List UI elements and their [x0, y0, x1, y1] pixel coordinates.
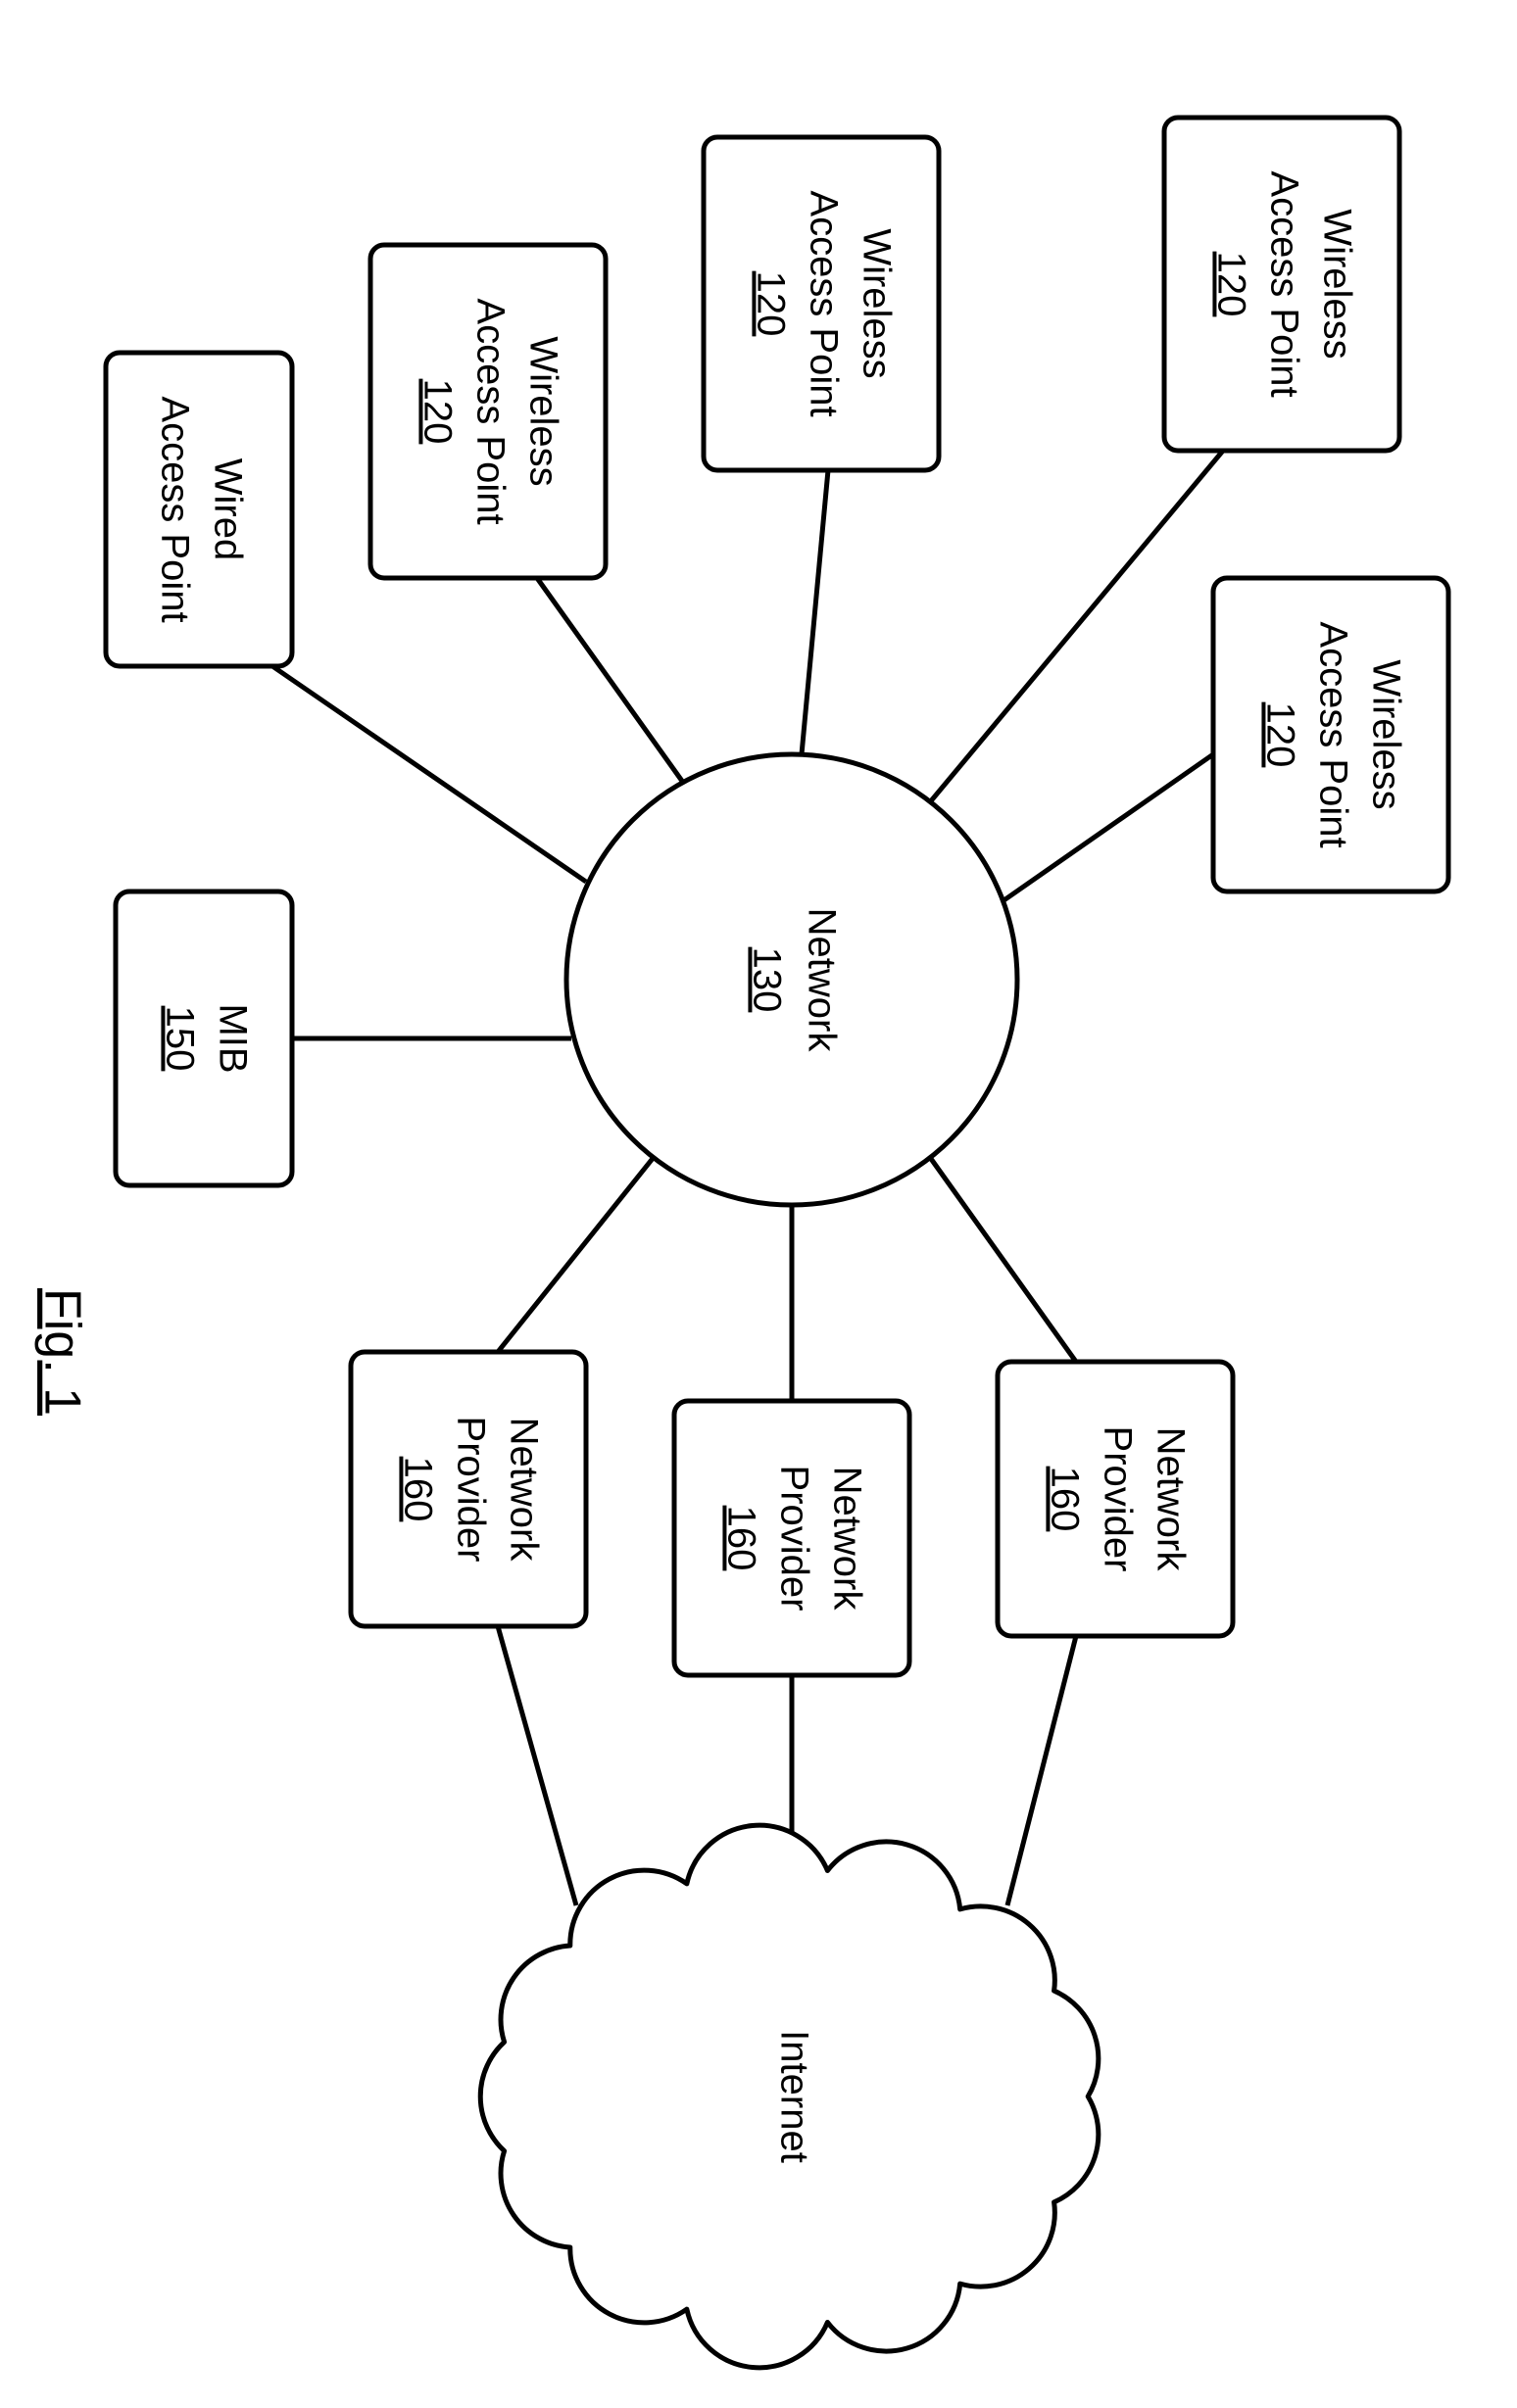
node-network-label: Network: [800, 908, 843, 1053]
node-np1-line1: Provider: [1096, 1426, 1139, 1572]
node-wired-line0: Wired: [206, 458, 249, 560]
node-wap1-line2: 120: [1209, 252, 1252, 317]
node-internet-label: Internet: [772, 2030, 815, 2163]
node-np3-line2: 160: [396, 1457, 439, 1522]
node-np1-line0: Network: [1149, 1427, 1192, 1572]
node-wired-line1: Access Point: [153, 396, 196, 622]
node-wap4-line1: Access Point: [1311, 621, 1354, 847]
node-np3-line0: Network: [502, 1418, 545, 1563]
diagram-stage: WirelessAccess Point120WirelessAccess Po…: [0, 0, 1517, 2408]
node-wired: [106, 353, 292, 666]
edge-network-np1: [929, 1156, 1076, 1362]
edge-wap4-network: [1003, 754, 1213, 901]
edge-wired-network: [272, 666, 586, 882]
figure-caption: Fig. 1: [33, 1288, 90, 1416]
node-network-id: 130: [745, 947, 788, 1013]
node-mib-line0: MIB: [211, 1003, 254, 1073]
edge-wap1-network: [929, 451, 1223, 803]
node-wap1-line1: Access Point: [1262, 170, 1305, 397]
node-wap2-line2: 120: [749, 271, 792, 337]
node-wap2-line0: Wireless: [855, 228, 898, 378]
node-mib-line1: 150: [158, 1006, 201, 1072]
edge-wap2-network: [802, 470, 828, 754]
node-np1-line2: 160: [1043, 1467, 1086, 1532]
edge-network-np3: [498, 1156, 655, 1352]
node-wap3-line1: Access Point: [468, 298, 512, 524]
node-np2-line0: Network: [825, 1467, 868, 1612]
node-wap3-line0: Wireless: [521, 336, 564, 486]
edge-np1-internet: [1007, 1636, 1076, 1905]
node-wap4-line2: 120: [1258, 702, 1301, 768]
edge-np3-internet: [498, 1626, 576, 1905]
node-network: [566, 754, 1017, 1205]
node-np2-line2: 160: [719, 1506, 762, 1571]
node-np3-line1: Provider: [449, 1417, 492, 1563]
node-np2-line1: Provider: [772, 1466, 815, 1612]
node-wap2-line1: Access Point: [802, 190, 845, 416]
node-mib: [116, 891, 292, 1185]
node-wap4-line0: Wireless: [1364, 659, 1407, 809]
edge-wap3-network: [537, 578, 684, 784]
node-wap1-line0: Wireless: [1315, 209, 1358, 359]
network-topology-diagram: WirelessAccess Point120WirelessAccess Po…: [0, 0, 1517, 2408]
node-wap3-line2: 120: [416, 379, 459, 445]
